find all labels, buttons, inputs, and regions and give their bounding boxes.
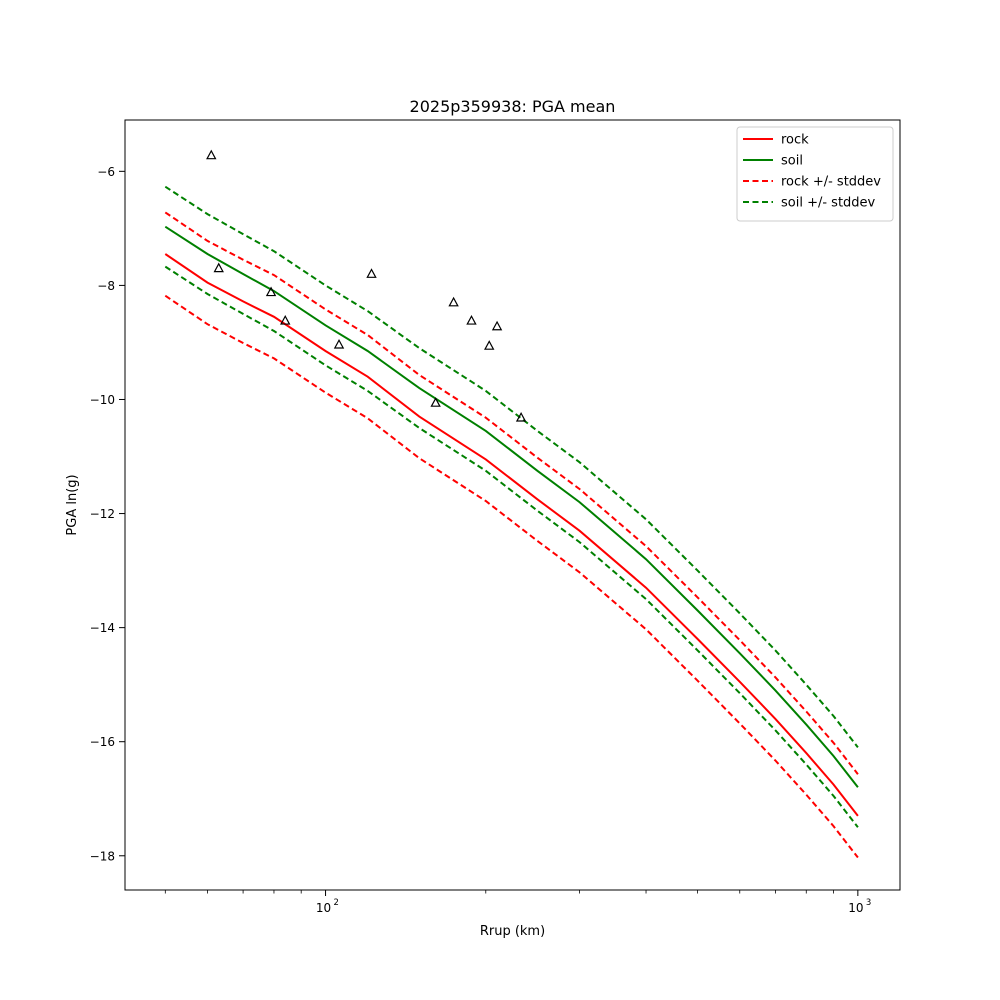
series-line-3: [164, 294, 859, 859]
y-tick-label: −16: [90, 735, 115, 749]
observation-marker: [213, 262, 224, 273]
x-tick-exponent: 2: [334, 898, 339, 908]
axes: 10 2 10 3−6−8−10−12−14−16−18: [90, 165, 872, 915]
series-line-4: [164, 185, 859, 749]
y-tick-label: −10: [90, 393, 115, 407]
y-tick-label: −6: [97, 165, 115, 179]
y-tick-label: −8: [97, 279, 115, 293]
x-tick-exponent: 3: [866, 898, 871, 908]
series-line-2: [164, 211, 859, 775]
axes-frame: [124, 119, 901, 891]
observation-marker: [448, 296, 459, 307]
legend-entry-label: rock: [781, 133, 809, 148]
legend-entry-label: rock +/- stddev: [781, 175, 881, 190]
chart-title: 2025p359938: PGA mean: [410, 97, 616, 116]
observation-marker: [466, 315, 477, 325]
y-tick-label: −12: [90, 507, 115, 521]
observation-marker: [206, 149, 217, 160]
legend-box: [736, 126, 894, 222]
observation-marker: [515, 411, 527, 422]
observation-marker: [333, 338, 345, 349]
observation-marker: [265, 286, 277, 297]
x-tick-label: 10: [848, 901, 863, 915]
x-axis-label: Rrup (km): [480, 924, 545, 939]
plot-area: [164, 149, 859, 859]
y-tick-label: −18: [90, 849, 115, 863]
observation-marker: [280, 315, 291, 325]
legend: rock soil rock +/- stddev soil +/- stddev: [736, 126, 894, 222]
observation-marker: [491, 320, 503, 331]
series-line-0: [164, 253, 859, 817]
x-tick-label: 10: [316, 901, 331, 915]
observation-marker: [366, 268, 377, 278]
y-axis-label: PGA ln(g): [65, 474, 80, 535]
observation-marker: [430, 397, 441, 407]
y-tick-label: −14: [90, 621, 115, 635]
observation-marker: [484, 340, 495, 350]
legend-entry-label: soil +/- stddev: [781, 196, 876, 211]
series-line-5: [164, 265, 859, 828]
legend-entry-label: soil: [781, 154, 803, 169]
series-line-1: [164, 225, 859, 788]
